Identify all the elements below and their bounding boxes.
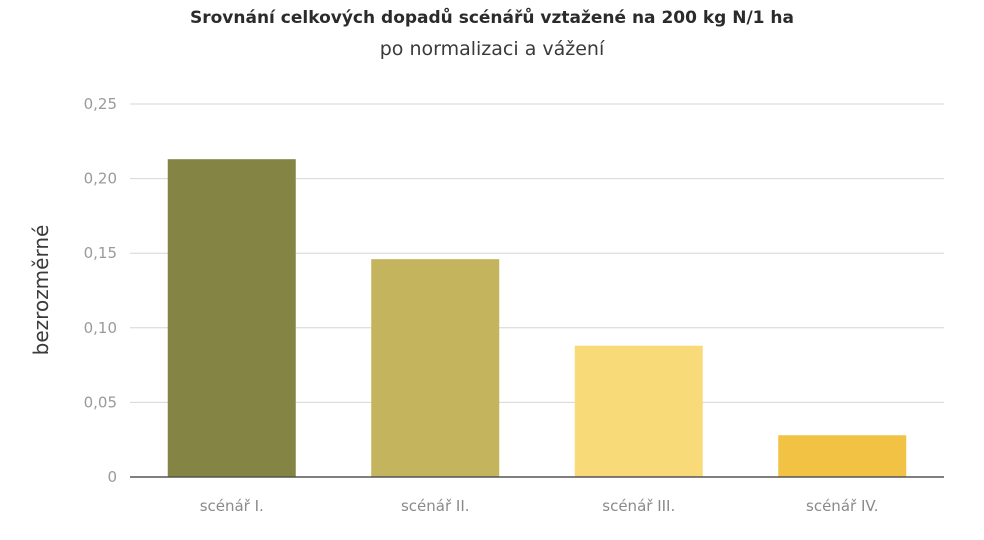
x-tick-label: scénář III. [602,497,675,515]
chart-title: Srovnání celkových dopadů scénářů vztaže… [189,8,794,28]
y-tick-label: 0,25 [84,95,117,113]
y-tick-label: 0,15 [84,244,117,262]
bar [574,345,703,477]
y-axis-label: bezrozměrné [29,225,53,356]
bars [167,159,907,478]
x-tick-label: scénář I. [200,497,264,515]
x-tick-label: scénář IV. [806,497,878,515]
axes: 0 0,05 0,10 0,15 0,20 0,25 scénář I. scénář II.… [84,95,944,515]
x-tick-label: scénář II. [401,497,470,515]
bar [778,435,907,477]
y-tick-label: 0,05 [84,393,117,411]
bar [167,159,296,478]
y-tick-label: 0,20 [84,170,117,188]
bar [371,259,500,477]
y-tick-label: 0,10 [84,319,117,337]
chart-subtitle: po normalizaci a vážení [379,38,605,60]
y-tick-label: 0 [107,468,117,486]
